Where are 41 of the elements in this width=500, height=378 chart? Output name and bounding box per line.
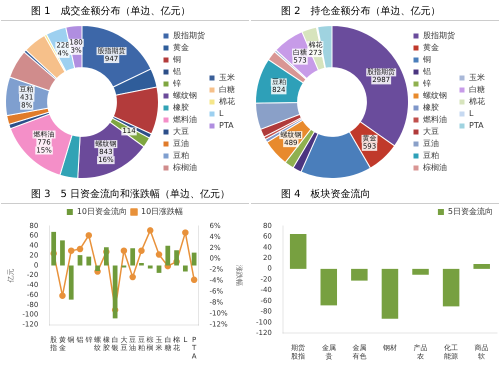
legend-label: 豆油 [423, 139, 439, 148]
legend-label: 棕榈油 [423, 163, 447, 172]
legend-label: 大豆 [423, 127, 439, 136]
legend-label: 螺纹钢 [173, 91, 197, 100]
legend-label: 铝 [422, 67, 431, 76]
legend-label: PTA [469, 121, 484, 130]
legend-label: 豆粕 [423, 151, 439, 160]
legend-label: 锌 [172, 79, 181, 88]
legend-label: 5日资金流向 [448, 207, 494, 216]
legend-label: 黄金 [423, 43, 439, 52]
chart-title: 图 1 成交金额分布（单边、亿元） [1, 4, 249, 21]
legend-label: 橡胶 [423, 103, 439, 112]
legend-label: 10日资金流向 [76, 207, 128, 216]
chart-title: 图 4 板块资金流向 [251, 187, 499, 204]
legend-label: 白糖 [219, 85, 235, 94]
legend-label: 铜 [422, 55, 431, 64]
legend-label: 铝 [172, 67, 181, 76]
legend-label: L [219, 109, 224, 118]
legend-label: 锌 [422, 79, 431, 88]
legend-label: 玉米 [469, 73, 485, 82]
legend-label: 豆粕 [173, 151, 189, 160]
legend-label: 燃料油 [173, 115, 197, 124]
legend-label: 股指期货 [423, 31, 455, 40]
legend-label: 白糖 [469, 85, 485, 94]
legend-label: 10日涨跌幅 [141, 207, 184, 216]
chart-title: 图 3 5 日资金流向和涨跌幅（单边、亿元） [1, 187, 249, 204]
legend-label: 棉花 [219, 97, 235, 106]
legend-label: 橡胶 [173, 103, 189, 112]
chart-title: 图 2 持仓金额分布（单边、亿元） [251, 4, 499, 21]
legend-label: 豆油 [173, 139, 189, 148]
legend-label: L [469, 109, 474, 118]
legend-label: 大豆 [173, 127, 189, 136]
legend-label: 股指期货 [173, 31, 205, 40]
legend-label: 黄金 [173, 43, 189, 52]
legend-label: 棉花 [469, 97, 485, 106]
legend-label: 螺纹钢 [423, 91, 447, 100]
legend-label: 铜 [172, 55, 181, 64]
legend-label: PTA [219, 121, 234, 130]
legend-label: 玉米 [219, 73, 235, 82]
legend-label: 棕榈油 [173, 163, 197, 172]
legend-label: 燃料油 [423, 115, 447, 124]
